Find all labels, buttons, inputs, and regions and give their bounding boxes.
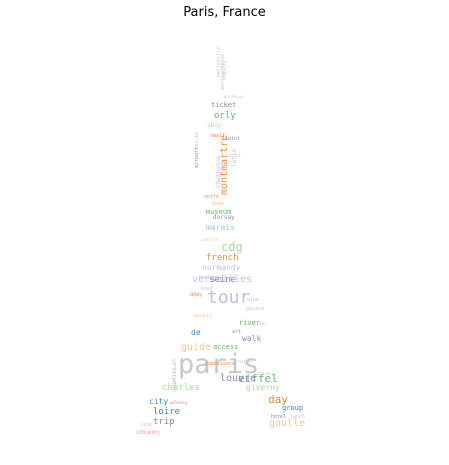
word-private: private [136, 430, 157, 436]
word-disney: disney [139, 429, 161, 436]
word-art: art [232, 329, 241, 335]
word-night: night [238, 359, 253, 365]
word-ticket: ticket [211, 101, 236, 109]
word-charles: charles [162, 383, 200, 393]
word-de: de [191, 328, 201, 337]
word-dday: dday [190, 292, 202, 298]
word-seine: seine [209, 275, 236, 285]
word-paris: paris [178, 349, 259, 380]
word-castle: castle [201, 237, 219, 243]
word-city: city [149, 397, 168, 406]
word-day: day [268, 393, 288, 406]
word-saint: saint [225, 136, 240, 142]
word-hotel: hotel [271, 414, 286, 420]
word-chapelle: chapelle [222, 60, 227, 80]
word-louvre: louvre [220, 373, 256, 384]
chart-title: Paris, France [183, 5, 266, 20]
word-skip: skip [207, 122, 222, 129]
word-montparnasse: montparnasse [220, 54, 226, 90]
word-loire: loire [153, 407, 180, 417]
word-gaulle: gaulle [269, 418, 305, 429]
word-dame: dame [212, 201, 224, 207]
word-sainte: sainte [194, 132, 200, 150]
word-quartier: quartier [172, 368, 178, 392]
word-cdg: cdg [221, 240, 243, 254]
word-marais: marais [206, 223, 235, 232]
word-normandy: normandy [202, 263, 241, 272]
word-experience: experience [205, 361, 235, 367]
word-small: small [210, 133, 225, 139]
word-champagne: champagne [215, 155, 222, 188]
word-airport: airport [194, 147, 200, 168]
word-latin: latin [231, 149, 238, 167]
word-versailles: versailles [192, 274, 252, 285]
word-group: group [282, 404, 303, 412]
word-eiffel: eiffel [238, 372, 278, 385]
word-cruise: cruise [253, 371, 271, 377]
word-orly: orly [214, 111, 236, 121]
word-giverny: giverny [246, 383, 280, 392]
word-tasting: tasting [198, 275, 219, 281]
word-walking: walking [170, 400, 187, 405]
word-lunch: lunch [290, 414, 305, 420]
word-montmartre: montmartre [219, 135, 230, 195]
word-museum: museum [206, 208, 231, 216]
word-walk: walk [242, 334, 261, 343]
word-trip: trip [153, 417, 175, 427]
word-palace: palace [246, 306, 264, 312]
word-access: access [213, 343, 238, 351]
word-river: river [239, 319, 260, 327]
word-belleville: belleville [216, 47, 222, 77]
word-visit: visit [226, 153, 241, 159]
word-moulin: moulin [194, 313, 212, 319]
word-french: french [206, 253, 239, 263]
word-tour: tour [207, 287, 251, 308]
word-bike: bike [253, 321, 265, 327]
word-wine: wine [247, 297, 259, 303]
word-parisian: parisian [171, 359, 178, 388]
word-bordeaux: bordeaux [224, 94, 244, 99]
word-boat: boat [201, 286, 213, 292]
word-notre: notre [204, 194, 219, 200]
word-line: line [140, 422, 152, 428]
word-guide: guide [181, 342, 211, 353]
word-dorsay: dorsay [213, 214, 235, 221]
